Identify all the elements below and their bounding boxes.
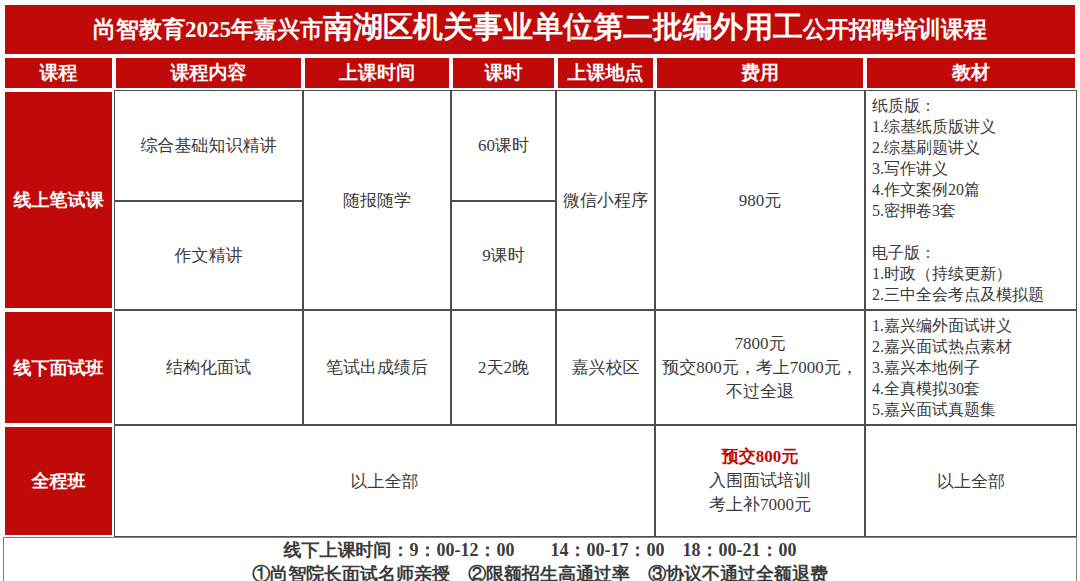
- online-content-2: 作文精讲: [114, 201, 303, 311]
- footer-notes: 线下上课时间：9：00-12：00 14：00-17：00 18：00-21：0…: [3, 537, 1077, 581]
- materials-paper-item: 2.综基刷题讲义: [872, 137, 1070, 158]
- full-program-row: 全程班 以上全部 预交800元 入围面试培训 考上补7000元 以上全部: [3, 425, 1077, 537]
- full-fee-deposit: 预交800元: [656, 445, 864, 469]
- materials-paper-title: 纸质版：: [872, 95, 1070, 116]
- offline-class-label: 线下面试班: [3, 310, 114, 425]
- col-header-course: 课程: [3, 56, 114, 90]
- header-row: 课程 课程内容 上课时间 课时 上课地点 费用 教材: [3, 56, 1077, 90]
- full-program-label: 全程班: [3, 425, 114, 537]
- materials-paper-item: 5.密押卷3套: [872, 200, 1070, 221]
- col-header-fee: 费用: [655, 56, 865, 90]
- materials-spacer: [872, 221, 1070, 242]
- online-content-1: 综合基础知识精讲: [114, 90, 303, 201]
- col-header-hours: 课时: [451, 56, 556, 90]
- footer-guarantees: ①尚智院长面试名师亲授 ②限额招生高通过率 ③协议不通过全额退费: [4, 562, 1076, 581]
- offline-materials-item: 2.嘉兴面试热点素材: [872, 336, 1070, 357]
- online-course-row-1: 线上笔试课 综合基础知识精讲 随报随学 60课时 微信小程序 980元 纸质版：…: [3, 90, 1077, 201]
- materials-digital-item: 1.时政（持续更新）: [872, 263, 1070, 284]
- footer-schedule: 线下上课时间：9：00-12：00 14：00-17：00 18：00-21：0…: [4, 538, 1076, 562]
- full-program-fee: 预交800元 入围面试培训 考上补7000元: [655, 425, 865, 537]
- materials-paper-item: 3.写作讲义: [872, 158, 1070, 179]
- title-highlight: 南湖区机关事业单位第二批编外用工: [323, 10, 803, 43]
- online-course-label: 线上笔试课: [3, 90, 114, 310]
- online-materials: 纸质版： 1.综基纸质版讲义 2.综基刷题讲义 3.写作讲义 4.作文案例20篇…: [865, 90, 1077, 310]
- full-program-content: 以上全部: [114, 425, 655, 537]
- online-fee: 980元: [655, 90, 865, 310]
- offline-fee: 7800元 预交800元，考上7000元， 不过全退: [655, 310, 865, 425]
- full-program-materials: 以上全部: [865, 425, 1077, 537]
- offline-materials-item: 3.嘉兴本地例子: [872, 357, 1070, 378]
- offline-location: 嘉兴校区: [556, 310, 655, 425]
- offline-materials: 1.嘉兴编外面试讲义 2.嘉兴面试热点素材 3.嘉兴本地例子 4.全真模拟30套…: [865, 310, 1077, 425]
- offline-class-row: 线下面试班 结构化面试 笔试出成绩后 2天2晚 嘉兴校区 7800元 预交800…: [3, 310, 1077, 425]
- course-table: 尚智教育2025年嘉兴市南湖区机关事业单位第二批编外用工公开招聘培训课程 课程 …: [3, 3, 1077, 581]
- title-row: 尚智教育2025年嘉兴市南湖区机关事业单位第二批编外用工公开招聘培训课程: [3, 3, 1077, 56]
- footer-row: 线下上课时间：9：00-12：00 14：00-17：00 18：00-21：0…: [3, 537, 1077, 581]
- materials-paper-item: 1.综基纸质版讲义: [872, 116, 1070, 137]
- page-title: 尚智教育2025年嘉兴市南湖区机关事业单位第二批编外用工公开招聘培训课程: [3, 3, 1077, 56]
- online-location: 微信小程序: [556, 90, 655, 310]
- offline-materials-item: 4.全真模拟30套: [872, 378, 1070, 399]
- materials-digital-item: 2.三中全会考点及模拟题: [872, 284, 1070, 305]
- col-header-materials: 教材: [865, 56, 1077, 90]
- offline-time: 笔试出成绩后: [303, 310, 451, 425]
- offline-fee-terms: 预交800元，考上7000元，: [656, 356, 864, 380]
- materials-paper-item: 4.作文案例20篇: [872, 179, 1070, 200]
- col-header-content: 课程内容: [114, 56, 303, 90]
- col-header-time: 上课时间: [303, 56, 451, 90]
- offline-fee-amount: 7800元: [656, 332, 864, 356]
- online-time: 随报随学: [303, 90, 451, 310]
- offline-materials-item: 1.嘉兴编外面试讲义: [872, 315, 1070, 336]
- online-hours-2: 9课时: [451, 201, 556, 311]
- offline-hours: 2天2晚: [451, 310, 556, 425]
- offline-materials-item: 5.嘉兴面试真题集: [872, 399, 1070, 420]
- col-header-location: 上课地点: [556, 56, 655, 90]
- full-fee-terms-1: 入围面试培训: [656, 469, 864, 493]
- title-suffix: 公开招聘培训课程: [803, 17, 987, 42]
- title-prefix: 尚智教育2025年嘉兴市: [93, 17, 323, 42]
- online-hours-1: 60课时: [451, 90, 556, 201]
- materials-digital-title: 电子版：: [872, 242, 1070, 263]
- offline-content: 结构化面试: [114, 310, 303, 425]
- offline-fee-refund: 不过全退: [656, 380, 864, 404]
- full-fee-terms-2: 考上补7000元: [656, 493, 864, 517]
